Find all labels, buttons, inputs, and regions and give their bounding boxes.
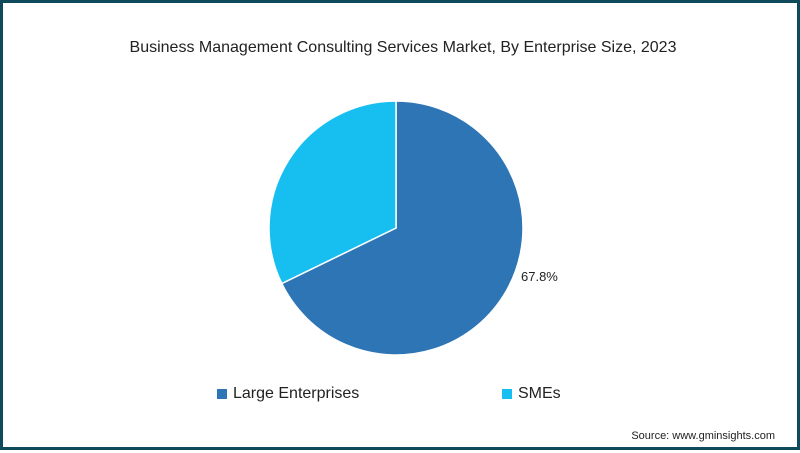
pie-chart [268, 100, 524, 356]
pie-slice-large-enterprises [280, 100, 524, 356]
data-label-large-enterprises: 67.8% [521, 269, 558, 284]
legend-label: SMEs [518, 385, 561, 402]
legend-label: Large Enterprises [233, 385, 360, 402]
legend-swatch-large-enterprises [217, 389, 227, 399]
pie-slice-smes [268, 100, 397, 285]
legend-item-large-enterprises: Large Enterprises [217, 385, 359, 403]
source-note: Source: www.gminsights.com [631, 430, 775, 442]
legend-swatch-smes [502, 389, 512, 399]
legend-item-smes: SMEs [502, 385, 561, 403]
chart-title: Business Management Consulting Services … [129, 39, 677, 56]
